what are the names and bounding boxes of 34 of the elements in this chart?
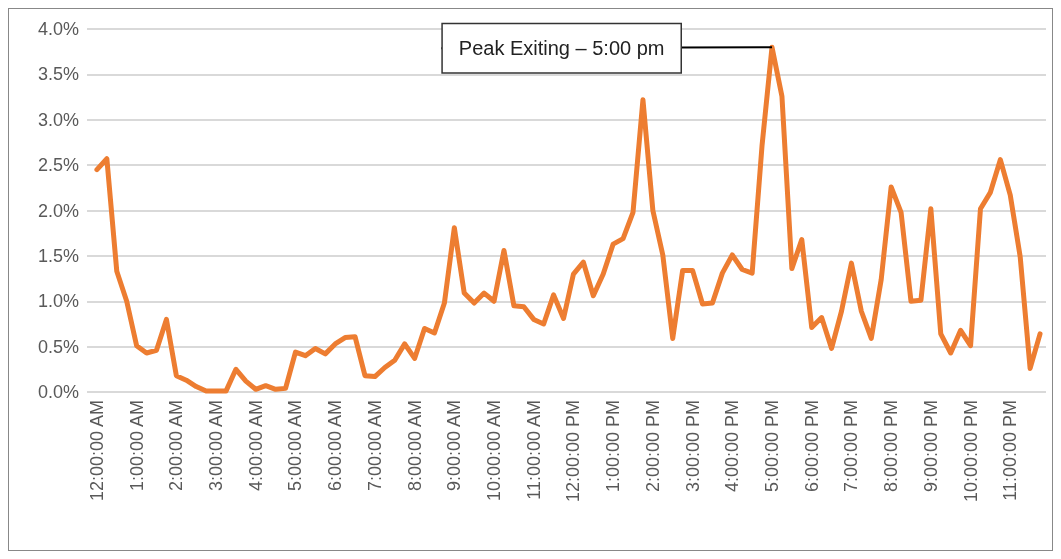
x-tick-label: 2:00:00 AM — [166, 400, 187, 492]
y-tick-label: 3.0% — [37, 109, 79, 130]
x-tick-label: 3:00:00 PM — [682, 400, 703, 493]
y-tick-label: 3.5% — [37, 64, 79, 85]
y-tick-label: 4.0% — [37, 19, 79, 39]
y-tick-label: 2.5% — [37, 155, 79, 176]
x-tick-label: 4:00:00 PM — [722, 400, 743, 493]
x-tick-label: 10:00:00 AM — [484, 400, 505, 502]
x-tick-label: 9:00:00 PM — [920, 400, 941, 493]
x-tick-label: 1:00:00 AM — [126, 400, 147, 492]
x-tick-label: 11:00:00 AM — [523, 400, 544, 500]
x-tick-label: 3:00:00 AM — [206, 400, 227, 492]
y-tick-label: 1.0% — [37, 291, 79, 312]
x-tick-label: 2:00:00 PM — [642, 400, 663, 493]
x-tick-label: 11:00:00 PM — [1000, 400, 1021, 501]
y-tick-label: 0.5% — [37, 336, 79, 357]
x-tick-label: 8:00:00 AM — [404, 400, 425, 492]
x-tick-label: 5:00:00 AM — [285, 400, 306, 492]
x-tick-label: 4:00:00 AM — [245, 400, 266, 492]
x-tick-label: 10:00:00 PM — [960, 400, 981, 503]
x-tick-label: 12:00:00 PM — [563, 400, 584, 503]
x-tick-label: 6:00:00 AM — [325, 400, 346, 492]
x-tick-label: 7:00:00 PM — [841, 400, 862, 493]
annotation: Peak Exiting – 5:00 pm — [458, 37, 665, 60]
x-tick-label: 8:00:00 PM — [881, 400, 902, 493]
x-tick-label: 9:00:00 AM — [444, 400, 465, 492]
x-tick-label: 6:00:00 PM — [801, 400, 822, 493]
x-tick-label: 5:00:00 PM — [762, 400, 782, 493]
x-tick-label: 7:00:00 AM — [364, 400, 385, 492]
x-tick-label: 1:00:00 PM — [603, 400, 624, 493]
y-tick-label: 2.0% — [37, 200, 79, 221]
y-tick-label: 1.5% — [37, 245, 79, 266]
y-tick-label: 0.0% — [37, 382, 79, 402]
x-tick-label: 12:00:00 AM — [86, 400, 107, 502]
